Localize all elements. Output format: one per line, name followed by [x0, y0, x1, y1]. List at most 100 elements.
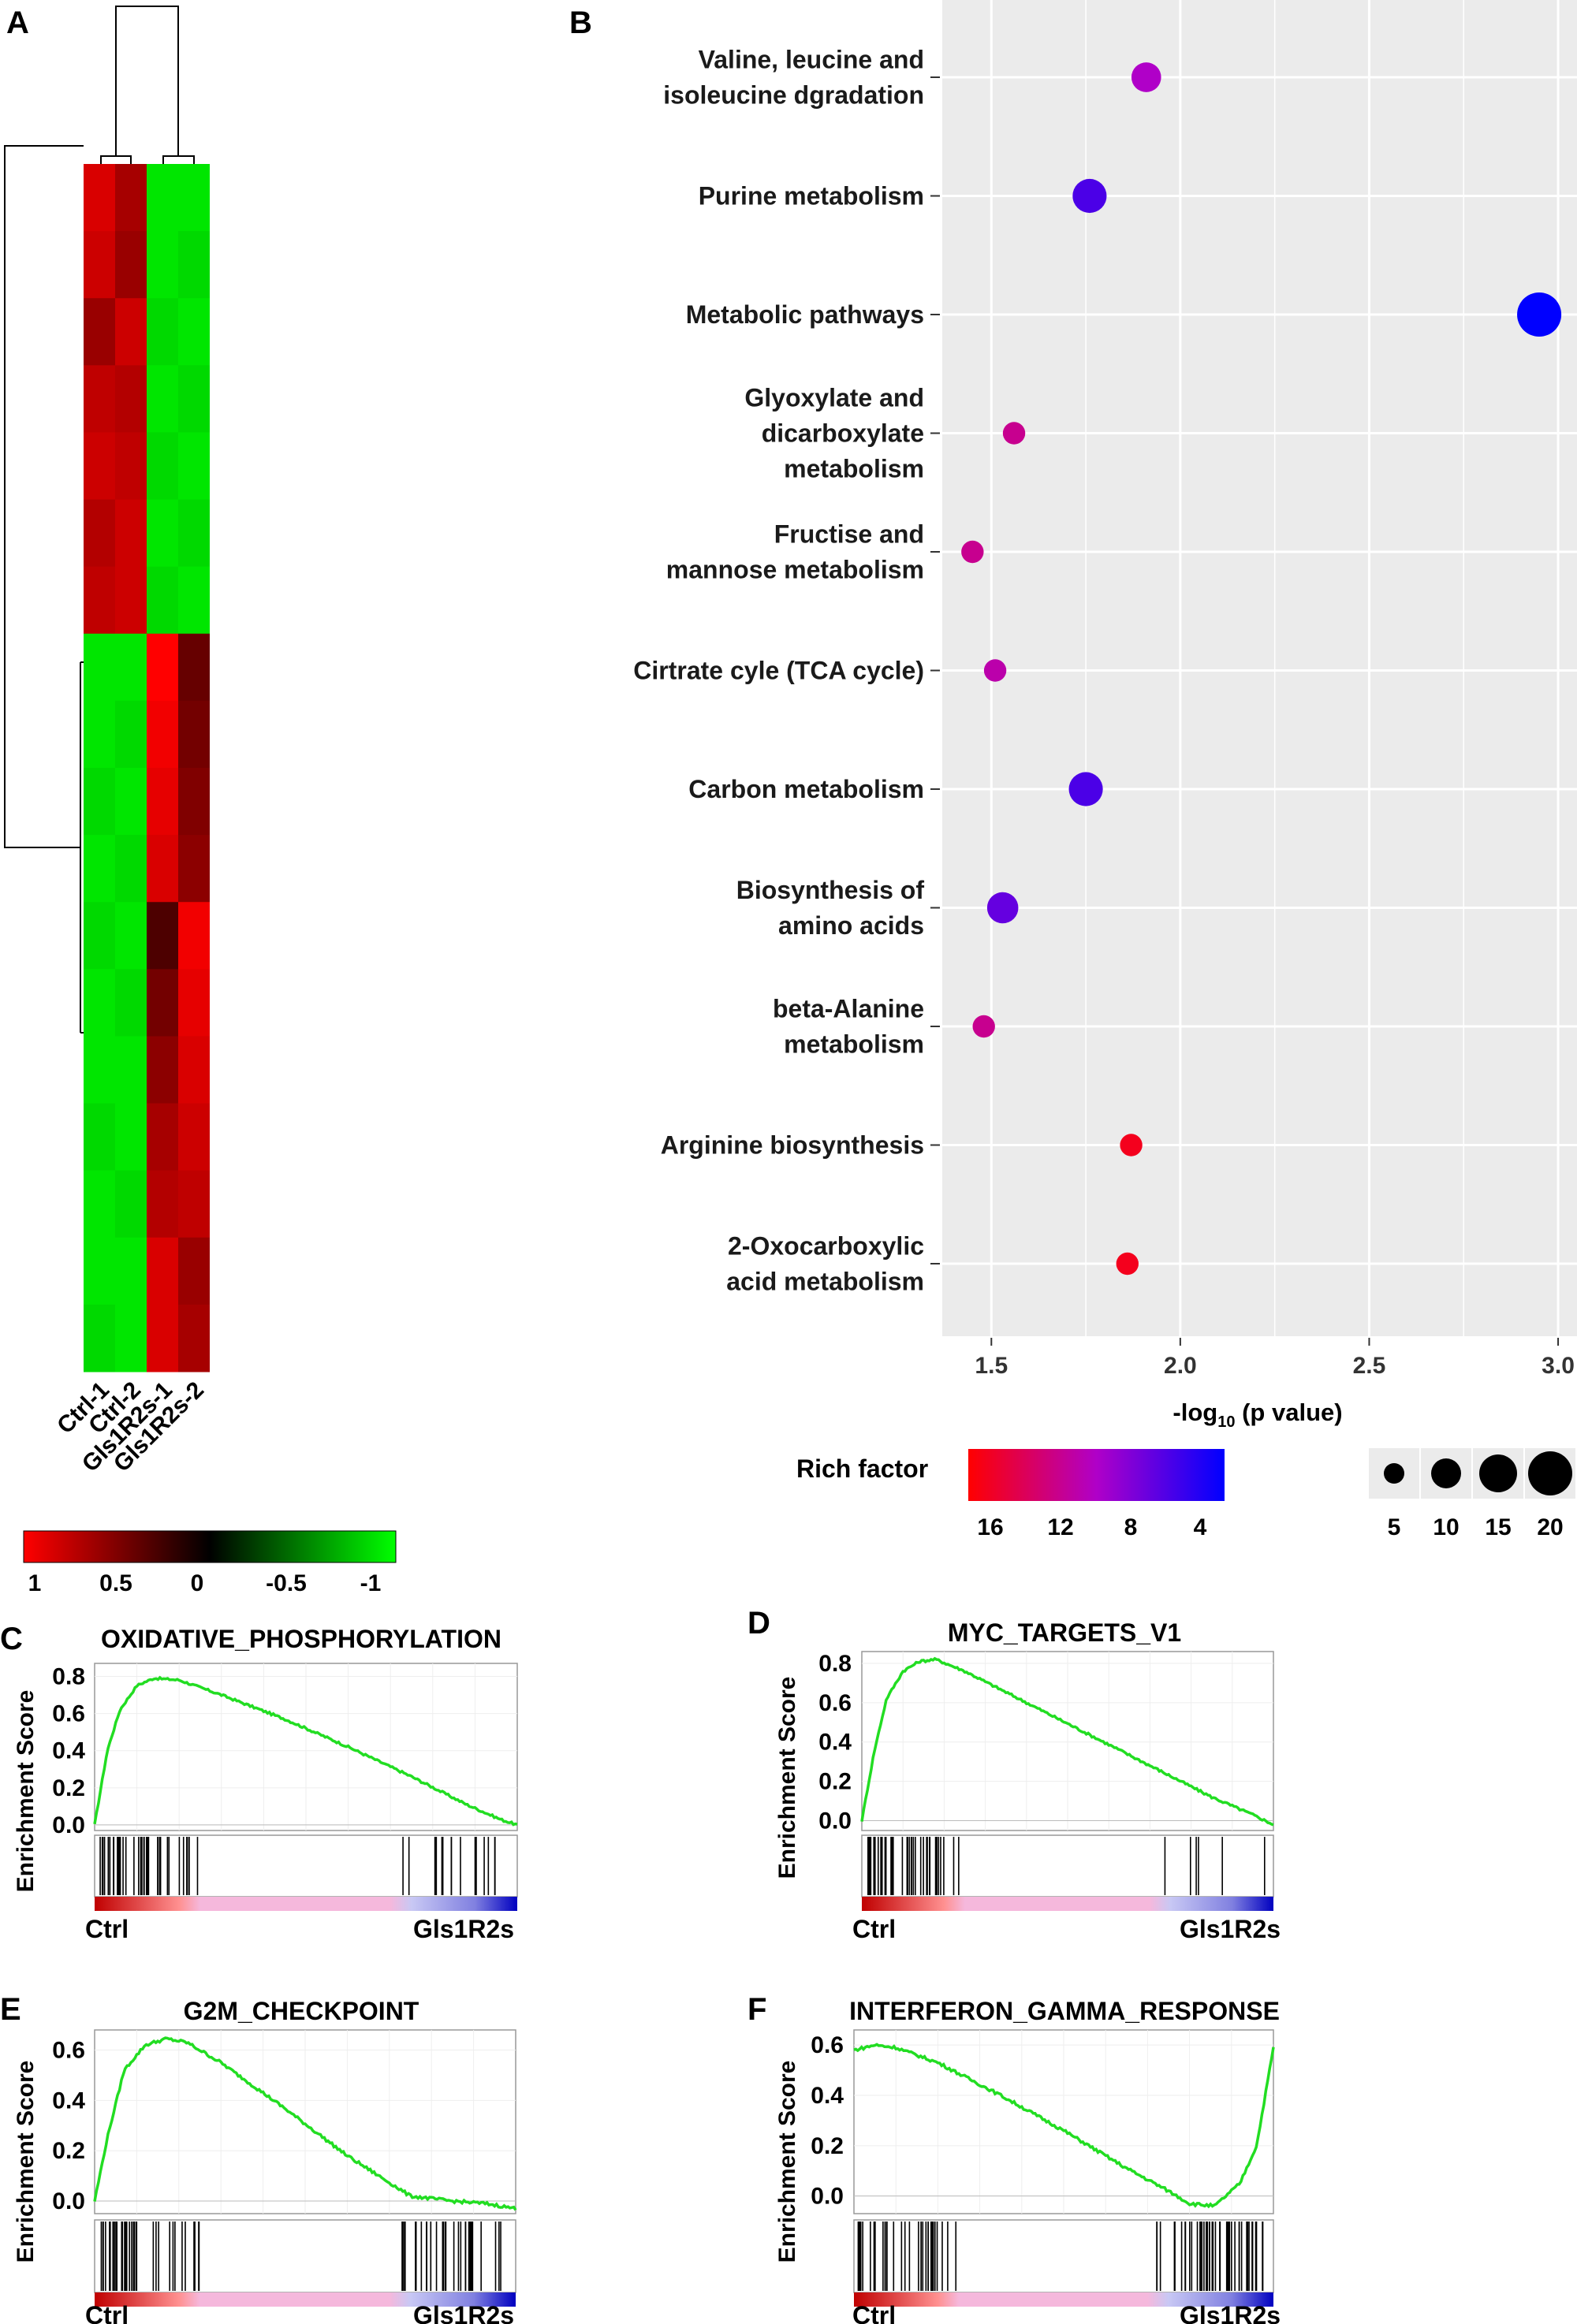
gsea-ranking-bar [95, 2292, 516, 2307]
heatmap-cell [147, 1170, 178, 1238]
heatmap-cell [147, 633, 178, 702]
heatmap-cell [147, 768, 178, 836]
size-legend: 5 10 15 20 [1369, 1448, 1575, 1540]
gsea-y-tick-label: 0.0 [811, 2184, 844, 2210]
heatmap-cell [178, 1170, 210, 1238]
heatmap-cell [178, 1103, 210, 1171]
rich-factor-tick-8: 8 [1124, 1514, 1138, 1540]
gsea-ranking-bar [862, 1897, 1273, 1911]
heatmap-cell [115, 902, 147, 970]
gsea-left-label: Ctrl [852, 2301, 896, 2324]
heatmap-cell [84, 298, 115, 366]
gsea-enrichment-curve [93, 1675, 518, 1827]
heatmap-cell [84, 835, 115, 903]
heatmap-cell [115, 566, 147, 635]
pathway-label-biosynthesis-of-amino-acids: Biosynthesis of amino acids [736, 876, 925, 940]
heatmap-cell [178, 1237, 210, 1305]
gsea-hit-marks [99, 1837, 496, 1895]
gsea-y-tick-label: 0.4 [52, 1738, 85, 1764]
heatmap-cell [115, 700, 147, 769]
bubble-plot-background [942, 0, 1577, 1336]
bubble-point-valine-leucine-and-isoleucine-dgradation [1131, 62, 1161, 92]
pathway-label-cirtrate-cyle-tca-cycle: Cirtrate cyle (TCA cycle) [633, 657, 924, 685]
rich-factor-tick-12: 12 [1047, 1514, 1073, 1540]
heatmap-cell [84, 432, 115, 501]
heatmap-colorbar-ticks: 1 0.5 0 -0.5 -1 [28, 1570, 382, 1596]
heatmap-cell [178, 902, 210, 970]
rich-factor-colorbar [968, 1449, 1225, 1501]
gsea-y-tick-label: 0.2 [811, 2133, 844, 2159]
gsea-y-tick-label: 0.8 [52, 1663, 85, 1689]
heatmap-cell [147, 231, 178, 299]
gsea-right-label: Gls1R2s [1180, 2301, 1281, 2324]
bubble-x-tick-label: 2.5 [1353, 1353, 1386, 1379]
heatmap-cell [178, 231, 210, 299]
size-legend-dot-10 [1431, 1458, 1461, 1488]
gsea-enrichment-curve [93, 2036, 517, 2211]
gsea-y-tick-label: 0.2 [52, 2138, 85, 2164]
heatmap-cell [178, 768, 210, 836]
gsea-left-label: Ctrl [85, 1915, 129, 1943]
bubble-point-cirtrate-cyle-tca-cycle [983, 659, 1007, 682]
heatmap-cell [115, 432, 147, 501]
bubble-pathway-labels: Valine, leucine and isoleucine dgradation… [633, 46, 940, 1296]
bubble-point-purine-metabolism [1072, 178, 1107, 214]
panel-label-c: C [0, 1622, 23, 1656]
heatmap-cell [147, 298, 178, 366]
size-legend-label-20: 20 [1537, 1514, 1563, 1540]
heatmap-cell [147, 1237, 178, 1305]
gsea-hits-frame [853, 2219, 1274, 2293]
pathway-label-fructise-and-mannose-metabolism: Fructise and mannose metabolism [666, 520, 924, 584]
gsea-y-tick-label: 0.6 [818, 1690, 852, 1716]
panel-label-f: F [747, 1992, 766, 2027]
pathway-label-metabolic-pathways: Metabolic pathways [686, 300, 924, 329]
heatmap-cell [147, 969, 178, 1037]
gsea-left-label: Ctrl [852, 1915, 896, 1943]
rich-factor-title: Rich factor [796, 1454, 928, 1483]
gsea-y-tick-label: 0.6 [811, 2032, 844, 2058]
heatmap-cell [147, 1103, 178, 1171]
gsea-y-tick-label: 0.2 [52, 1775, 85, 1801]
heatmap-cell [115, 1237, 147, 1305]
pathway-label-2-oxocarboxylic-acid-metabolism: 2-Oxocarboxylic acid metabolism [726, 1232, 924, 1296]
bubble-x-axis-title: -log10 (p value) [1172, 1398, 1342, 1431]
gsea-y-tick-label: 0.4 [818, 1730, 852, 1756]
column-dendrogram [100, 6, 195, 164]
heatmap-cell [115, 1170, 147, 1238]
heatmap-cell [147, 1304, 178, 1372]
rich-factor-ticks: 16 12 8 4 [977, 1514, 1206, 1540]
gsea-y-axis-label: Enrichment Score [774, 1677, 800, 1879]
pathway-label-arginine-biosynthesis: Arginine biosynthesis [661, 1131, 924, 1160]
heatmap-cell [84, 768, 115, 836]
heatmap-colorbar [23, 1530, 397, 1563]
heatmap-cell [84, 231, 115, 299]
heatmap-cell [84, 1036, 115, 1104]
bubble-panel: Valine, leucine and isoleucine dgradation… [633, 0, 1577, 1540]
gsea-ranking-bar [854, 2292, 1273, 2307]
heatmap-cell [178, 633, 210, 702]
heatmap-cell [115, 499, 147, 568]
heatmap-cell [84, 1304, 115, 1372]
size-legend-dot-20 [1528, 1451, 1572, 1495]
size-legend-label-5: 5 [1388, 1514, 1401, 1540]
gsea-y-tick-label: 0.6 [52, 1701, 85, 1727]
heatmap-tick-neg0.5: -0.5 [266, 1570, 307, 1596]
heatmap-cell [178, 1304, 210, 1372]
size-legend-label-15: 15 [1485, 1514, 1511, 1540]
heatmap-cell [84, 365, 115, 433]
gsea-hits-frame [94, 2219, 516, 2293]
heatmap-cell [178, 700, 210, 769]
heatmap-cell [84, 164, 115, 232]
heatmap-cell [178, 1036, 210, 1104]
bubble-x-tick-label: 2.0 [1164, 1353, 1197, 1379]
heatmap-cell [178, 499, 210, 568]
panel-label-b: B [569, 6, 592, 40]
heatmap-cell [84, 700, 115, 769]
heatmap-cell [147, 1036, 178, 1104]
heatmap-cell [115, 231, 147, 299]
gsea-y-axis-label: Enrichment Score [13, 2061, 39, 2263]
gsea-panel-myc-targets-v1: MYC_TARGETS_V1 0.0 0.2 0.4 0.6 0.8 Enrichment … [774, 1618, 1281, 1943]
heatmap-cell [147, 365, 178, 433]
heatmap-cell [84, 1103, 115, 1171]
heatmap-panel: Ctrl-1 Ctrl-2 Gls1R2s-1 Gls1R2s-2 1 0.5 … [4, 6, 397, 1596]
